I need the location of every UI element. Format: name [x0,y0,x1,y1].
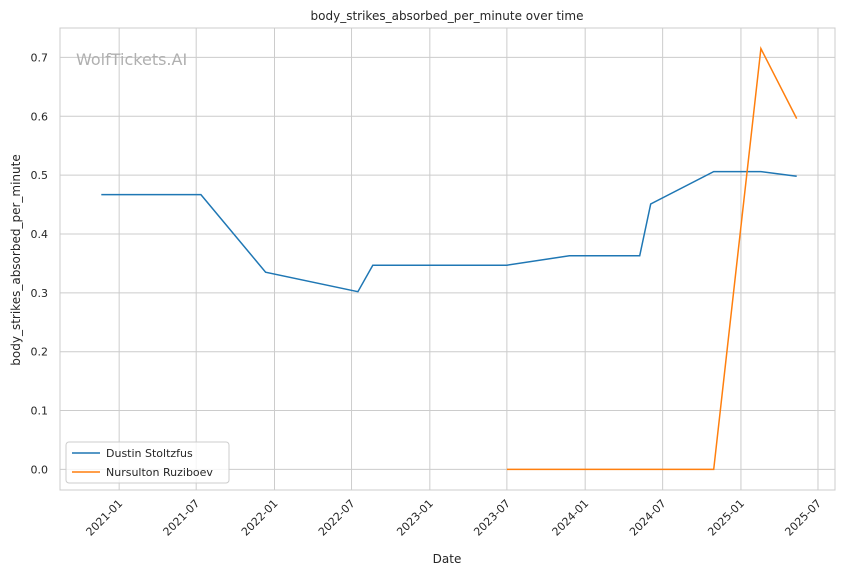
y-tick-label: 0.2 [31,346,49,359]
x-tick-label: 2025-07 [782,497,824,539]
legend: Dustin Stoltzfus Nursulton Ruziboev [65,441,230,484]
watermark: WolfTickets.AI [76,50,187,69]
y-tick-label: 0.5 [31,169,49,182]
y-tick-label: 0.7 [31,51,49,64]
x-tick-label: 2023-01 [394,497,436,539]
y-tick-label: 0.3 [31,287,49,300]
legend-box [65,441,230,484]
y-tick-label: 0.0 [31,463,49,476]
x-tick-label: 2024-07 [627,497,669,539]
y-tick-label: 0.6 [31,110,49,123]
x-tick-label: 2024-01 [550,497,592,539]
x-tick-label: 2022-01 [239,497,281,539]
y-axis-label: body_strikes_absorbed_per_minute [9,154,23,365]
x-tick-label: 2025-01 [705,497,747,539]
x-axis-label: Date [433,552,462,566]
plot-frame [59,27,836,491]
chart-title: body_strikes_absorbed_per_minute over ti… [311,9,584,23]
x-tick-label: 2023-07 [471,497,513,539]
x-tick-label: 2022-07 [316,497,358,539]
series-line-dustin-stoltzfus [101,170,797,293]
x-tick-label: 2021-01 [84,497,126,539]
y-tick-label: 0.4 [31,228,49,241]
x-tick-label: 2021-07 [161,497,203,539]
legend-label-dustin: Dustin Stoltzfus [106,447,193,460]
y-tick-label: 0.1 [31,405,49,418]
series-line-nursulton-ruziboev [506,46,798,471]
legend-label-nursulton: Nursulton Ruziboev [106,466,213,479]
